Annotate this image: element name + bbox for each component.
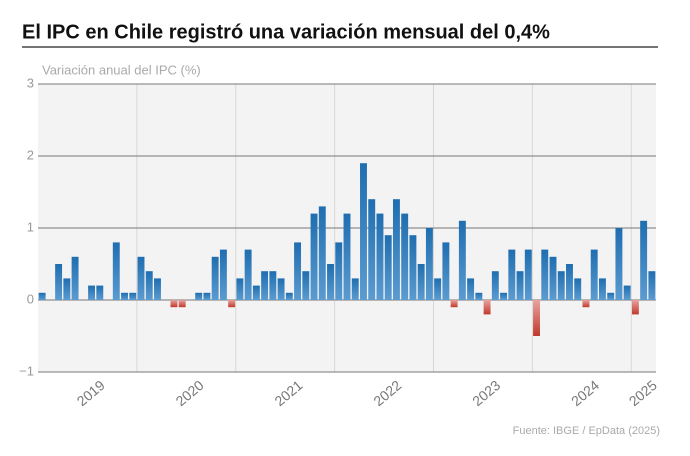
bar (425, 228, 433, 300)
bar (434, 278, 442, 300)
bar (294, 242, 302, 300)
bar (533, 300, 540, 336)
x-tick-label: 2025 (626, 377, 660, 409)
bar (335, 242, 343, 300)
bar (360, 163, 367, 300)
bar (384, 235, 392, 300)
bar (285, 292, 293, 300)
bar (392, 199, 400, 300)
bar (648, 271, 656, 300)
x-tick-label: 2024 (568, 377, 602, 409)
bar (574, 278, 582, 300)
bar (467, 278, 475, 300)
bar (549, 256, 557, 300)
bar (302, 271, 310, 300)
bar (96, 285, 104, 300)
bar (252, 285, 260, 300)
bar (71, 256, 79, 300)
bar (269, 271, 277, 300)
y-tick-label: 2 (27, 147, 34, 162)
bar (615, 228, 623, 300)
bar (236, 278, 244, 300)
bar (640, 220, 648, 300)
bar (170, 300, 178, 308)
bar (631, 300, 639, 315)
bar (219, 249, 227, 300)
bar (63, 278, 71, 300)
bar (401, 213, 409, 300)
bar (343, 213, 351, 300)
bar (566, 264, 573, 300)
bar (491, 271, 499, 300)
x-tick-label: 2019 (74, 377, 108, 409)
bar (310, 213, 318, 300)
bar (541, 249, 549, 300)
bar (351, 278, 359, 300)
bar (203, 292, 211, 300)
bar (582, 300, 590, 308)
bar (516, 271, 524, 300)
bar (409, 235, 417, 300)
bar (327, 264, 334, 300)
bar (557, 271, 565, 300)
y-axis-label: Variación anual del IPC (%) (42, 62, 201, 77)
bar (508, 249, 516, 300)
bar (112, 242, 120, 300)
bar (261, 271, 269, 300)
y-tick-label: 3 (27, 75, 34, 90)
bar (38, 292, 46, 300)
bar (228, 300, 236, 308)
bar (623, 285, 631, 300)
bar (442, 242, 450, 300)
bar (178, 300, 186, 308)
bar (458, 220, 466, 300)
bar (121, 292, 128, 300)
bar (598, 278, 606, 300)
chart-title: El IPC en Chile registró una variación m… (22, 21, 550, 43)
bar (244, 249, 252, 300)
y-tick-label: 0 (27, 291, 34, 306)
bar (55, 264, 63, 300)
bar (524, 249, 532, 300)
bar (318, 206, 326, 300)
bar (450, 300, 458, 308)
bar (475, 292, 483, 300)
bar (137, 256, 145, 300)
bar (500, 292, 508, 300)
y-tick-label: −1 (19, 363, 34, 378)
bar (145, 271, 153, 300)
bar (129, 292, 137, 300)
bar (195, 292, 203, 300)
bar (590, 249, 598, 300)
bar (376, 213, 384, 300)
bar (607, 292, 615, 300)
bar (277, 278, 285, 300)
x-tick-label: 2022 (370, 377, 404, 409)
source: Fuente: IBGE / EpData (2025) (513, 425, 660, 437)
x-tick-label: 2020 (173, 377, 207, 409)
bar (368, 199, 376, 300)
y-tick-label: 1 (27, 219, 34, 234)
plot: −1 0 1 2 3 2019 2020 2021 2022 2023 2024 2025 (19, 75, 660, 409)
x-tick-label: 2021 (271, 377, 305, 409)
bar (483, 300, 491, 315)
x-tick-label: 2023 (469, 377, 503, 409)
bar (154, 278, 161, 300)
bar (211, 256, 219, 300)
bar (88, 285, 96, 300)
bar (417, 264, 425, 300)
